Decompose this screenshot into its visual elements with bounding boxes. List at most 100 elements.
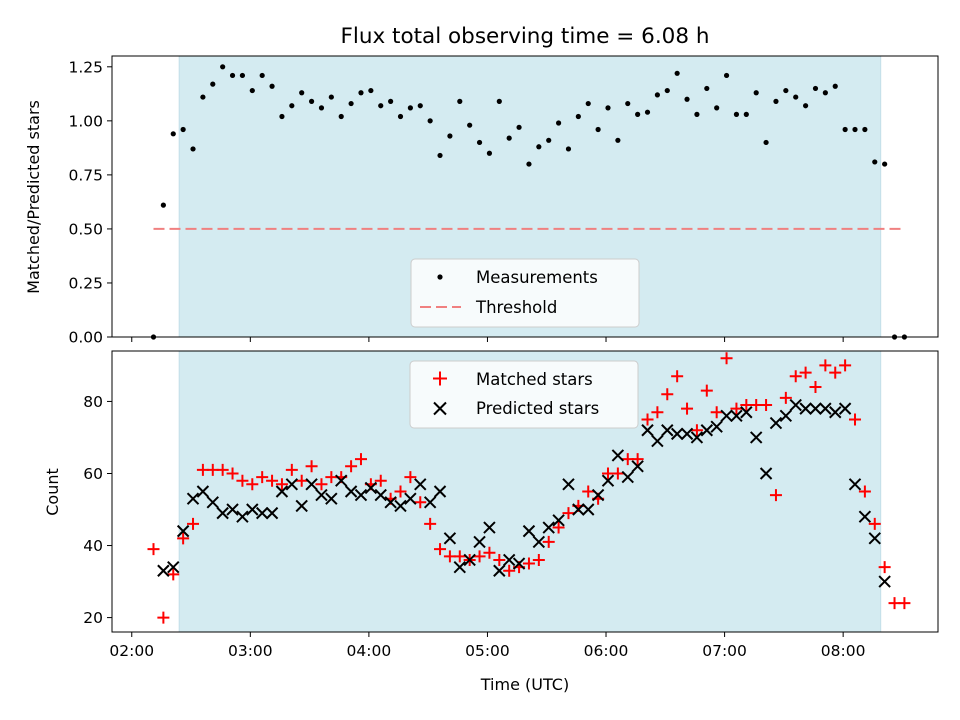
predicted-star-point — [374, 488, 387, 502]
y-tick-label: 0.00 — [68, 329, 103, 347]
measurement-point — [822, 90, 828, 96]
predicted-star-point — [799, 402, 812, 415]
measurement-point — [506, 135, 512, 141]
measurement-point — [160, 202, 166, 208]
predicted-star-point — [186, 492, 200, 505]
predicted-star-point — [690, 431, 704, 444]
matched-star-point — [285, 463, 298, 476]
predicted-star-point — [572, 503, 585, 516]
y-tick-label: 20 — [83, 609, 103, 627]
predicted-star-point — [364, 481, 378, 495]
predicted-star-point — [275, 485, 289, 498]
predicted-star-point — [325, 492, 338, 505]
x-tick-label: 06:00 — [584, 642, 629, 660]
measurement-point — [368, 87, 374, 94]
measurement-point — [279, 113, 285, 120]
matched-star-point — [414, 496, 427, 509]
predicted-star-point — [433, 485, 447, 498]
measurement-point — [210, 81, 216, 87]
predicted-star-point — [611, 449, 625, 462]
predicted-star-point — [236, 510, 249, 523]
predicted-star-point — [720, 409, 733, 423]
measurement-point — [269, 83, 275, 89]
bottom-y-ticks: 20 40 60 80 — [83, 393, 112, 627]
measurement-point — [516, 124, 522, 130]
matched-star-point — [799, 366, 812, 379]
legend-marker-predicted — [433, 401, 447, 416]
predicted-star-point — [661, 424, 674, 437]
top-legend: Measurements Threshold — [410, 258, 640, 328]
matched-star-point — [819, 359, 832, 372]
matched-star-point — [167, 568, 180, 581]
predicted-star-point — [176, 524, 190, 538]
predicted-star-point — [285, 478, 299, 491]
matched-star-point — [493, 553, 506, 566]
measurement-point — [852, 126, 858, 133]
measurement-point — [417, 103, 423, 109]
matched-star-point — [236, 474, 249, 487]
measurement-point — [318, 105, 325, 111]
matched-star-point — [809, 381, 822, 394]
measurement-point — [585, 100, 591, 107]
measurement-point — [723, 72, 730, 79]
measurement-point — [842, 126, 848, 133]
matched-star-point — [611, 467, 624, 480]
predicted-star-point — [196, 485, 210, 498]
x-tick-label: 03:00 — [228, 642, 273, 660]
predicted-star-point — [384, 496, 397, 509]
matched-star-point — [266, 474, 279, 487]
matched-star-point — [760, 399, 773, 412]
measurement-point — [862, 126, 868, 133]
predicted-star-point — [226, 503, 239, 516]
predicted-star-point — [809, 402, 822, 415]
measurement-point — [536, 144, 542, 150]
legend-label-measurements: Measurements — [476, 268, 598, 287]
measurement-point — [190, 146, 196, 152]
matched-star-point — [651, 406, 664, 419]
matched-star-point — [720, 352, 733, 365]
measurement-points — [150, 64, 908, 340]
measurement-point — [644, 109, 651, 115]
measurement-point — [200, 94, 206, 100]
matched-star-point — [631, 453, 644, 466]
measurement-point — [832, 83, 838, 89]
predicted-star-point — [522, 524, 536, 538]
predicted-star-point — [651, 434, 664, 448]
matched-star-point — [404, 471, 417, 484]
measurement-point — [575, 113, 581, 120]
measurement-point — [625, 100, 631, 107]
matched-star-point — [671, 370, 684, 383]
measurement-point — [743, 111, 749, 117]
matched-star-point — [305, 460, 318, 473]
x-tick-label: 04:00 — [347, 642, 392, 660]
predicted-star-point — [680, 427, 694, 441]
measurement-point — [338, 113, 344, 120]
measurement-point — [714, 105, 720, 111]
bottom-axes-frame — [111, 350, 939, 633]
predicted-star-point — [493, 564, 506, 577]
matched-star-point — [582, 485, 595, 498]
measurement-point — [595, 126, 601, 133]
chart-title: Flux total observing time = 6.08 h — [341, 24, 710, 49]
predicted-star-point — [621, 470, 634, 484]
matched-star-point — [256, 471, 269, 484]
measurement-point — [605, 105, 611, 111]
predicted-star-point — [335, 474, 348, 487]
measurement-point — [803, 103, 809, 109]
measurement-point — [783, 87, 789, 94]
matched-star-point — [246, 478, 259, 491]
measurement-point — [773, 98, 779, 104]
measurement-point — [220, 64, 226, 70]
y-tick-label: 60 — [83, 465, 103, 483]
matched-star-point — [839, 359, 852, 372]
matched-star-point — [315, 478, 328, 491]
x-tick-label: 02:00 — [109, 642, 154, 660]
measurement-point — [684, 96, 690, 102]
predicted-star-point — [354, 488, 368, 502]
predicted-star-points — [157, 398, 891, 588]
predicted-star-point — [670, 427, 684, 441]
y-tick-label: 40 — [83, 537, 103, 555]
measurement-point — [457, 98, 463, 104]
matched-star-point — [394, 485, 407, 498]
